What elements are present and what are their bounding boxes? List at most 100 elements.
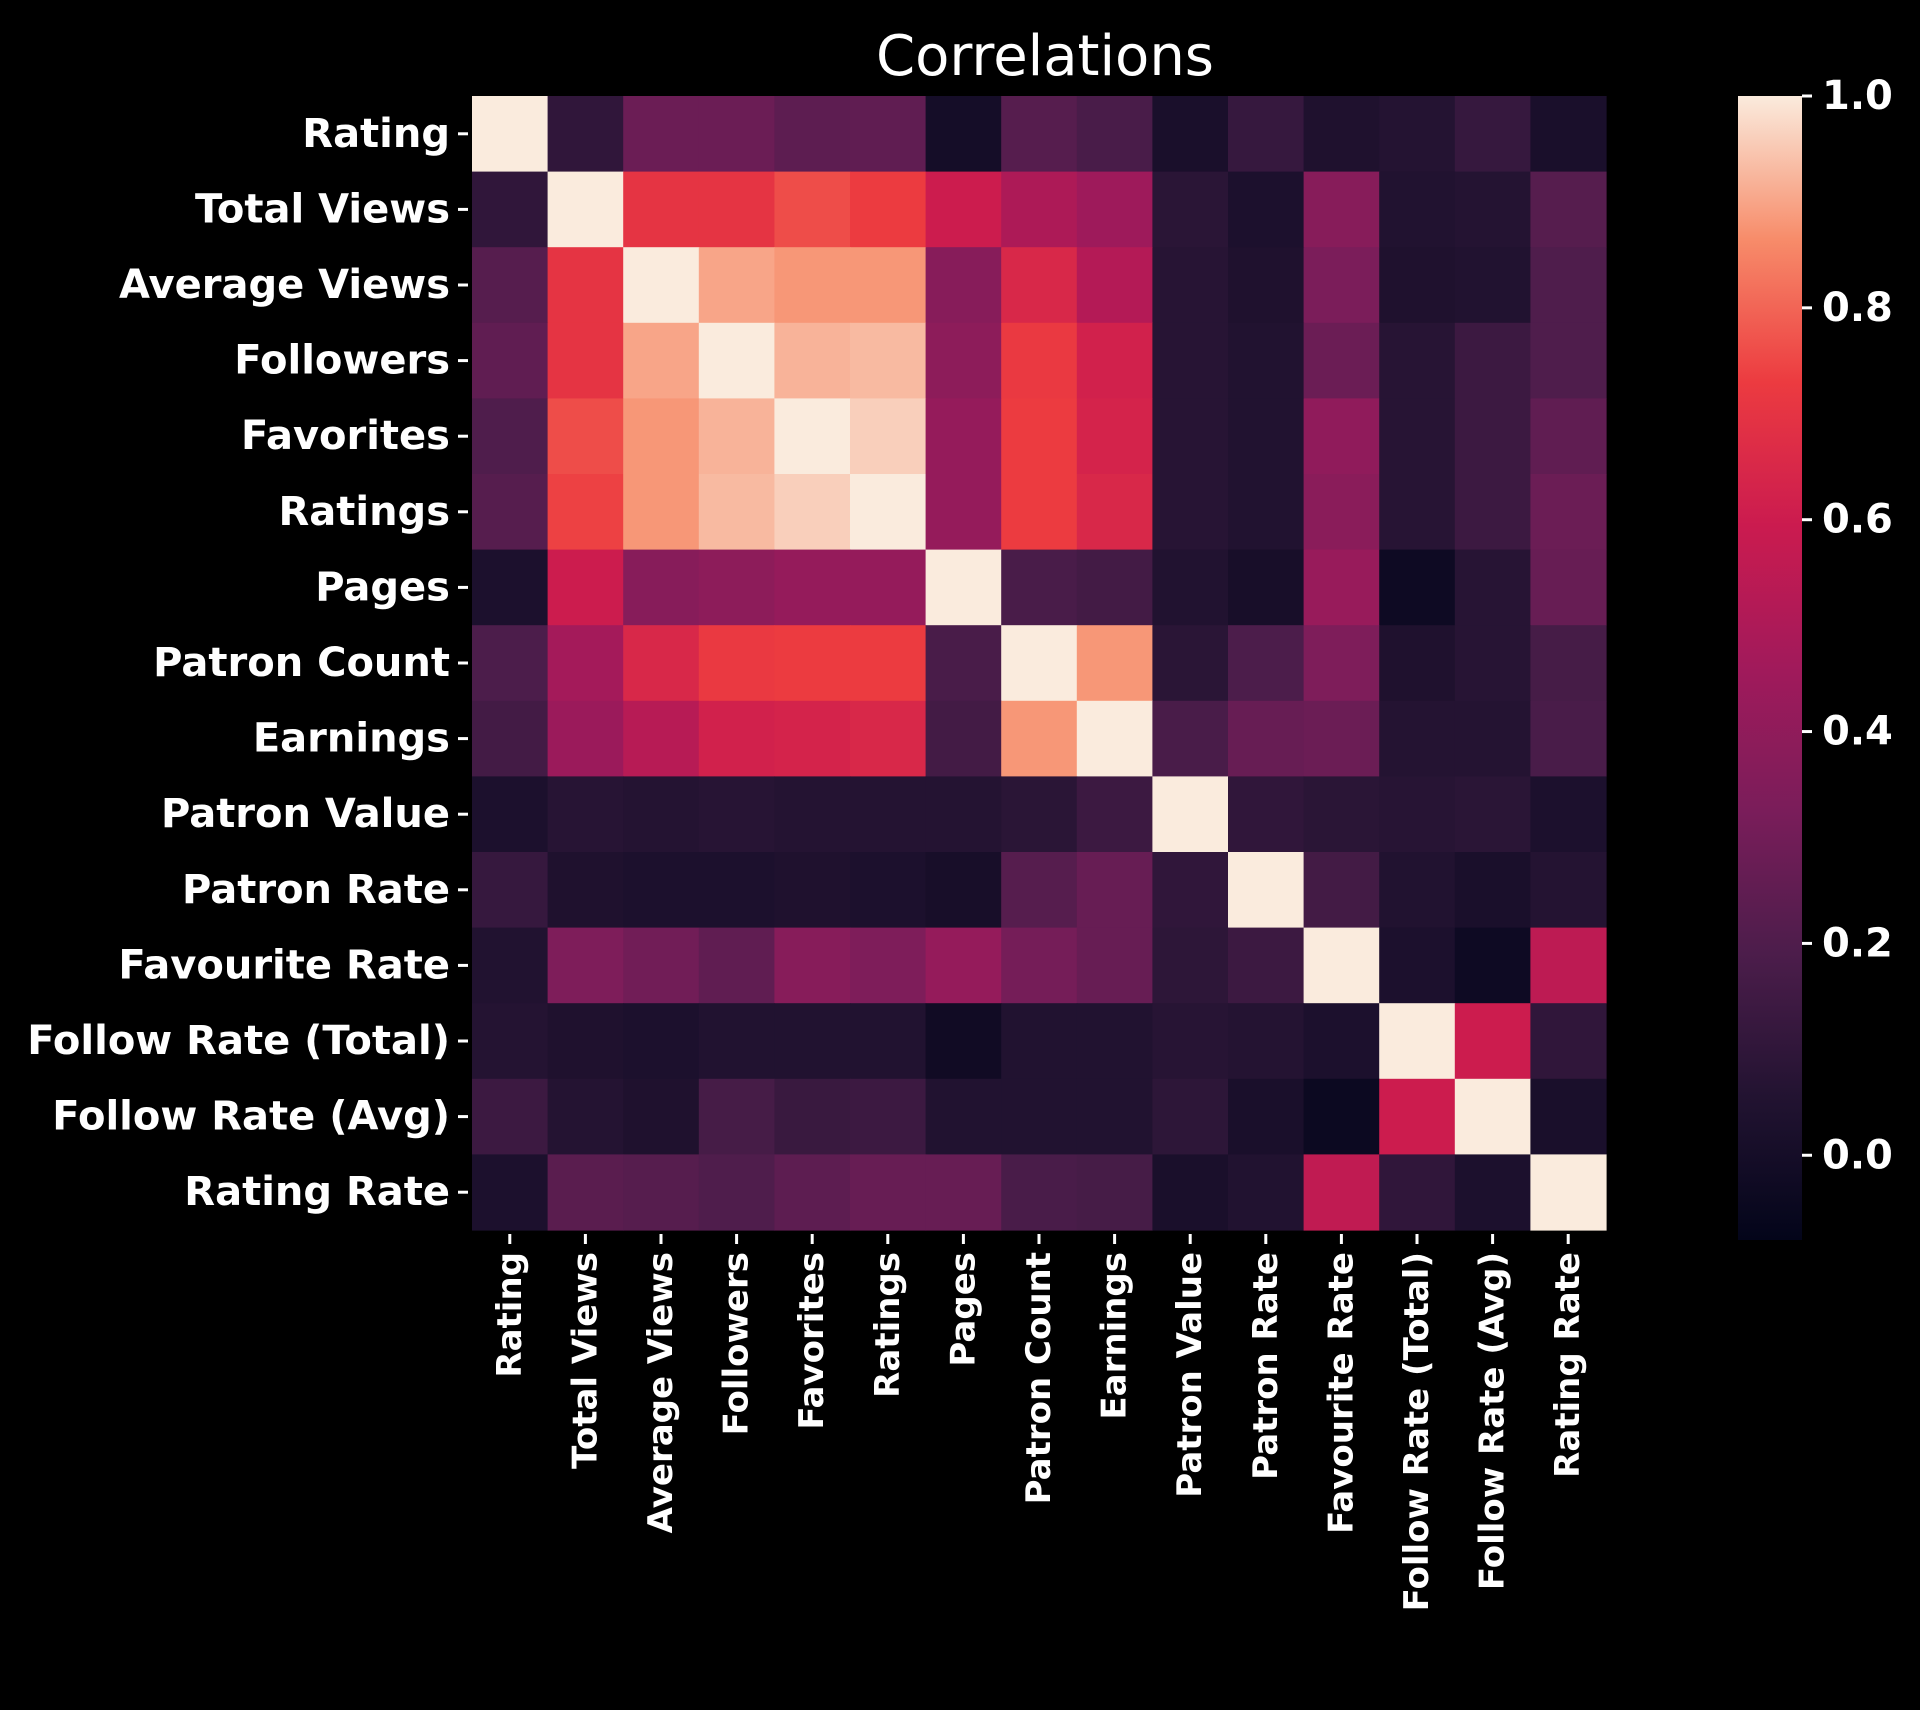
heatmap-cell xyxy=(926,398,1002,474)
heatmap-cell xyxy=(472,398,548,474)
heatmap-cell xyxy=(623,247,699,323)
heatmap-cell xyxy=(1152,625,1228,701)
column-label: Favorites xyxy=(792,1252,832,1430)
heatmap-cell xyxy=(1455,928,1531,1004)
heatmap-cell xyxy=(774,474,850,550)
heatmap-cell xyxy=(1228,474,1304,550)
row-label: Total Views xyxy=(195,186,450,232)
heatmap-cell xyxy=(548,1079,624,1155)
heatmap-cell xyxy=(926,1079,1002,1155)
heatmap-cell xyxy=(1152,1154,1228,1230)
heatmap-cell xyxy=(623,625,699,701)
heatmap-cell xyxy=(472,172,548,248)
heatmap-cell xyxy=(774,701,850,777)
heatmap-cell xyxy=(623,96,699,172)
heatmap-cell xyxy=(623,1003,699,1079)
heatmap-cell xyxy=(548,474,624,550)
heatmap-cell xyxy=(1304,928,1380,1004)
heatmap-cell xyxy=(1001,172,1077,248)
heatmap-cell xyxy=(1152,247,1228,323)
heatmap-cell xyxy=(850,96,926,172)
heatmap-cell xyxy=(850,928,926,1004)
heatmap-cell xyxy=(1455,1154,1531,1230)
heatmap-cell xyxy=(1001,96,1077,172)
heatmap-cell xyxy=(1304,398,1380,474)
heatmap-cell xyxy=(926,1154,1002,1230)
heatmap-cell xyxy=(623,1154,699,1230)
heatmap-cells xyxy=(472,96,1607,1231)
heatmap-cell xyxy=(1228,625,1304,701)
row-label: Follow Rate (Avg) xyxy=(52,1094,450,1140)
heatmap-cell xyxy=(1530,1079,1606,1155)
heatmap-cell xyxy=(1077,172,1153,248)
heatmap-cell xyxy=(1379,1079,1455,1155)
column-label: Favourite Rate xyxy=(1321,1252,1361,1534)
colorbar-tick-label: 0.6 xyxy=(1822,497,1893,543)
heatmap-cell xyxy=(699,247,775,323)
heatmap-cell xyxy=(926,550,1002,626)
column-label: Follow Rate (Avg) xyxy=(1473,1252,1513,1590)
column-label: Followers xyxy=(717,1252,757,1435)
heatmap-cell xyxy=(623,1079,699,1155)
heatmap-cell xyxy=(1001,474,1077,550)
heatmap-cell xyxy=(1001,550,1077,626)
colorbar-tick-label: 0.2 xyxy=(1822,920,1893,966)
row-label: Rating xyxy=(302,111,450,157)
heatmap-cell xyxy=(1379,550,1455,626)
heatmap-cell xyxy=(774,625,850,701)
heatmap-cell xyxy=(1455,776,1531,852)
column-label: Rating xyxy=(490,1252,530,1378)
heatmap-cell xyxy=(1379,701,1455,777)
heatmap-cell xyxy=(1530,1154,1606,1230)
heatmap-cell xyxy=(699,398,775,474)
heatmap-cell xyxy=(926,701,1002,777)
heatmap-cell xyxy=(548,96,624,172)
heatmap-cell xyxy=(1228,776,1304,852)
heatmap-cell xyxy=(774,928,850,1004)
heatmap-cell xyxy=(1530,928,1606,1004)
heatmap-cell xyxy=(1001,928,1077,1004)
heatmap-cell xyxy=(623,550,699,626)
heatmap-cell xyxy=(1455,852,1531,928)
heatmap-cell xyxy=(1379,928,1455,1004)
column-label: Earnings xyxy=(1095,1252,1135,1420)
heatmap-cell xyxy=(1152,701,1228,777)
row-label: Rating Rate xyxy=(184,1169,450,1215)
heatmap-cell xyxy=(1152,852,1228,928)
heatmap-cell xyxy=(850,701,926,777)
heatmap-cell xyxy=(472,1154,548,1230)
heatmap-cell xyxy=(472,928,548,1004)
heatmap-cell xyxy=(1304,1079,1380,1155)
heatmap-cell xyxy=(1304,852,1380,928)
heatmap-cell xyxy=(1077,247,1153,323)
chart-title: Correlations xyxy=(876,24,1214,89)
heatmap-cell xyxy=(1001,1003,1077,1079)
heatmap-cell xyxy=(774,1154,850,1230)
heatmap-cell xyxy=(926,852,1002,928)
column-label: Average Views xyxy=(641,1252,681,1533)
heatmap-cell xyxy=(548,1154,624,1230)
heatmap-cell xyxy=(472,701,548,777)
heatmap-cell xyxy=(774,550,850,626)
heatmap-cell xyxy=(1001,1079,1077,1155)
heatmap-cell xyxy=(1455,247,1531,323)
heatmap-cell xyxy=(472,247,548,323)
heatmap-cell xyxy=(1152,172,1228,248)
heatmap-cell xyxy=(1228,928,1304,1004)
heatmap-cell xyxy=(1001,247,1077,323)
heatmap-cell xyxy=(1455,625,1531,701)
heatmap-cell xyxy=(548,1003,624,1079)
heatmap-cell xyxy=(774,398,850,474)
colorbar-tick-label: 0.8 xyxy=(1822,285,1893,331)
row-label: Favourite Rate xyxy=(118,942,450,988)
heatmap-cell xyxy=(926,247,1002,323)
heatmap-cell xyxy=(1001,625,1077,701)
heatmap-cell xyxy=(1530,1003,1606,1079)
heatmap-cell xyxy=(1077,96,1153,172)
heatmap-cell xyxy=(548,323,624,399)
heatmap-cell xyxy=(1455,550,1531,626)
heatmap-cell xyxy=(1077,1154,1153,1230)
heatmap-cell xyxy=(699,172,775,248)
heatmap-cell xyxy=(548,247,624,323)
heatmap-cell xyxy=(548,928,624,1004)
